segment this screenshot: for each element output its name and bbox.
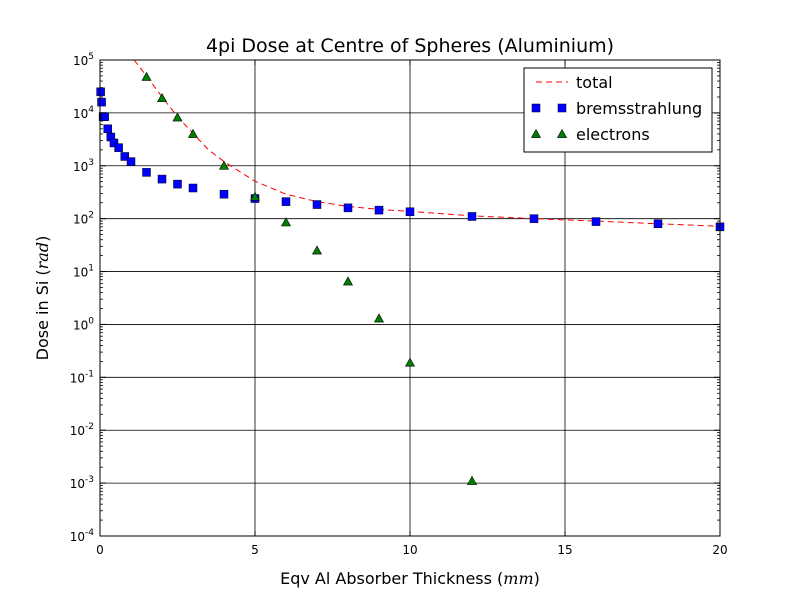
legend-bremsstrahlung-swatch [557, 103, 567, 113]
legend-box [523, 67, 713, 153]
electrons-point [218, 160, 230, 170]
y-tick-label: 103 [73, 158, 94, 174]
y-tick-label: 10-1 [70, 369, 94, 385]
y-tick-label: 100 [73, 316, 94, 332]
y-tick-exponent: 0 [88, 316, 94, 326]
y-tick-base: 10 [73, 266, 88, 280]
electrons-point [342, 276, 354, 286]
legend-label: total [576, 73, 613, 92]
electrons-point [373, 313, 385, 323]
y-tick-exponent: 2 [88, 211, 94, 221]
bremsstrahlung-point [142, 168, 151, 177]
electrons-point [311, 245, 323, 255]
y-tick-exponent: -1 [85, 369, 94, 379]
x-tick-label: 0 [96, 543, 104, 557]
electrons-point [141, 71, 152, 81]
y-axis-label-unit: rad [33, 242, 52, 269]
x-tick-label: 15 [557, 543, 572, 557]
bremsstrahlung-point [374, 205, 384, 215]
electrons-point [249, 191, 261, 201]
y-tick-exponent: 4 [88, 105, 94, 115]
bremsstrahlung-point [97, 97, 106, 107]
bremsstrahlung-point [281, 197, 291, 206]
bremsstrahlung-point [103, 124, 112, 134]
x-axis-label-close: ) [534, 569, 540, 588]
y-axis-label: Dose in Si (rad) [33, 236, 52, 361]
series-total-line [133, 59, 721, 227]
bremsstrahlung-point [467, 212, 477, 221]
y-axis-label-close: ) [33, 236, 52, 242]
y-tick-exponent: -2 [85, 422, 94, 432]
y-tick-exponent: 1 [88, 264, 94, 274]
electrons-point [156, 93, 168, 103]
y-tick-exponent: 5 [88, 52, 94, 62]
legend-electrons-swatch [556, 128, 568, 138]
y-tick-label: 10-2 [70, 422, 94, 438]
electrons-point [172, 112, 183, 122]
legend-bremsstrahlung-swatch [531, 103, 541, 113]
y-tick-base: 10 [70, 424, 85, 438]
legend-label: bremsstrahlung [576, 99, 702, 118]
y-axis-label-text: Dose in Si ( [33, 269, 52, 360]
electrons-point [187, 128, 199, 138]
x-axis-label: Eqv Al Absorber Thickness (mm) [280, 569, 540, 588]
y-tick-label: 105 [73, 52, 94, 68]
bremsstrahlung-point [591, 217, 601, 226]
legend: total bremsstrahlung electrons [523, 67, 713, 153]
axis-ticks: 0 5 10 15 2010-410-310-210-11001011021031041… [70, 52, 728, 557]
bremsstrahlung-point [114, 143, 123, 152]
electrons-point [466, 475, 478, 485]
y-tick-exponent: -3 [85, 475, 94, 485]
legend-electrons-swatch [530, 128, 542, 138]
bremsstrahlung-point [100, 112, 109, 121]
y-tick-exponent: 3 [88, 158, 94, 168]
bremsstrahlung-point [126, 157, 136, 166]
bremsstrahlung-point [312, 200, 322, 209]
bremsstrahlung-point [96, 87, 105, 97]
bremsstrahlung-point [173, 179, 182, 189]
y-tick-base: 10 [73, 107, 88, 121]
plot-area [133, 59, 721, 227]
y-tick-label: 104 [73, 105, 94, 121]
y-tick-base: 10 [70, 530, 85, 544]
y-tick-base: 10 [73, 318, 88, 332]
y-tick-base: 10 [73, 160, 88, 174]
bremsstrahlung-point [405, 207, 415, 217]
electrons-point [404, 357, 416, 367]
y-tick-base: 10 [73, 54, 88, 68]
chart-title: 4pi Dose at Centre of Spheres (Aluminium… [206, 35, 614, 57]
y-tick-label: 102 [73, 211, 94, 227]
y-tick-label: 101 [73, 264, 94, 280]
electrons-point [280, 217, 292, 227]
y-tick-exponent: -4 [85, 528, 94, 538]
y-tick-base: 10 [73, 213, 88, 227]
x-tick-label: 5 [251, 543, 259, 557]
bremsstrahlung-point [188, 183, 198, 193]
x-tick-label: 20 [712, 543, 727, 557]
bremsstrahlung-point [529, 214, 539, 223]
x-axis-label-text: Eqv Al Absorber Thickness ( [280, 569, 503, 588]
data-markers [96, 71, 725, 485]
bremsstrahlung-point [219, 189, 229, 199]
y-tick-label: 10-4 [70, 528, 95, 544]
bremsstrahlung-point [109, 138, 119, 148]
legend-label: electrons [576, 125, 650, 144]
bremsstrahlung-point [120, 152, 130, 161]
bremsstrahlung-point [653, 219, 663, 229]
y-tick-label: 10-3 [70, 475, 94, 491]
y-tick-base: 10 [70, 371, 85, 385]
x-tick-label: 10 [402, 543, 417, 557]
bremsstrahlung-point [343, 203, 353, 213]
x-axis-label-unit: mm [503, 569, 533, 588]
bremsstrahlung-point [157, 174, 167, 184]
y-tick-base: 10 [70, 477, 85, 491]
